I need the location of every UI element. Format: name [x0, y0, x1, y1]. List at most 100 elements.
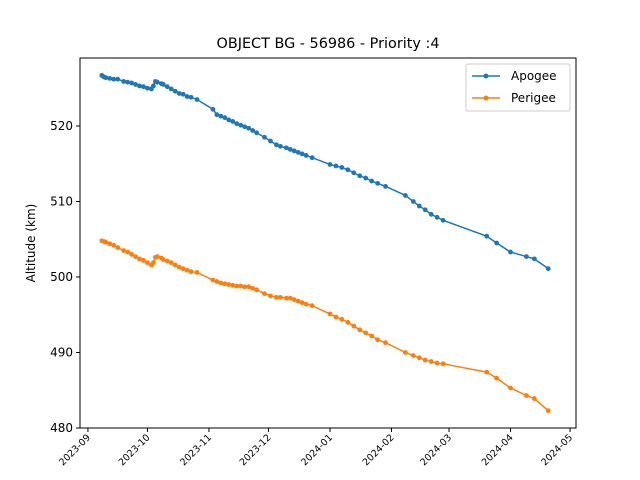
data-point — [434, 214, 440, 220]
data-point — [172, 262, 178, 268]
data-point — [494, 240, 500, 246]
data-point — [428, 359, 434, 364]
data-point — [129, 251, 134, 257]
chart-title: OBJECT BG - 56986 - Priority :4 — [217, 36, 440, 52]
data-point — [168, 260, 174, 266]
y-tick-label: 480 — [50, 421, 73, 435]
y-tick-label: 490 — [50, 345, 73, 359]
data-point — [218, 280, 224, 286]
legend-marker-apogee — [483, 73, 489, 79]
data-point — [184, 94, 190, 99]
data-point — [242, 124, 248, 130]
data-point — [180, 91, 186, 97]
data-point — [125, 79, 131, 85]
data-point — [277, 143, 283, 149]
data-point — [103, 239, 109, 245]
data-point — [333, 314, 339, 320]
data-point — [111, 242, 117, 248]
data-point — [357, 173, 363, 179]
data-point — [375, 180, 380, 186]
data-point — [363, 330, 369, 336]
data-point — [137, 256, 142, 262]
data-point — [133, 254, 138, 259]
data-point — [222, 281, 228, 287]
data-point — [180, 266, 186, 272]
data-point — [531, 256, 537, 262]
data-point — [222, 115, 228, 121]
data-point — [145, 260, 150, 266]
data-point — [230, 119, 236, 124]
data-point — [168, 86, 174, 92]
data-point — [234, 121, 240, 127]
data-point — [508, 385, 513, 391]
data-point — [274, 142, 279, 148]
plot-series — [99, 72, 551, 414]
data-point — [309, 155, 315, 161]
legend-label-perigee: Perigee — [511, 91, 556, 105]
data-point — [295, 298, 301, 304]
data-point — [137, 83, 142, 89]
data-point — [246, 125, 252, 131]
data-point — [250, 285, 256, 291]
data-point — [194, 270, 200, 275]
data-point — [440, 361, 446, 367]
data-point — [250, 128, 256, 133]
series-perigee — [99, 238, 551, 414]
data-point — [268, 293, 273, 299]
data-point — [484, 233, 490, 239]
data-point — [283, 295, 289, 301]
data-point — [295, 149, 301, 155]
data-point — [262, 134, 267, 140]
data-point — [176, 264, 182, 270]
data-point — [141, 84, 146, 90]
data-point — [268, 138, 273, 144]
data-point — [402, 193, 408, 198]
data-point — [333, 163, 339, 169]
data-point — [164, 84, 170, 90]
data-point — [339, 165, 345, 170]
data-point — [440, 217, 446, 223]
data-point — [416, 203, 422, 209]
data-point — [145, 85, 150, 91]
data-point — [238, 283, 244, 289]
y-axis-label: Altitude (km) — [24, 204, 38, 283]
data-point — [531, 396, 537, 401]
data-point — [115, 76, 121, 82]
data-point — [524, 254, 529, 259]
data-point — [133, 82, 138, 87]
data-point — [422, 357, 428, 363]
y-tick-label: 500 — [50, 270, 73, 284]
data-point — [351, 170, 357, 176]
data-point — [121, 248, 127, 253]
data-point — [160, 82, 166, 87]
data-point — [299, 151, 305, 157]
data-point — [154, 79, 160, 85]
legend-label-apogee: Apogee — [511, 69, 557, 83]
data-point — [327, 162, 333, 167]
data-point — [402, 350, 408, 355]
y-tick-label: 520 — [50, 119, 73, 133]
data-point — [434, 360, 440, 366]
y-axis: 480 490 500 510 520 — [50, 119, 80, 435]
data-point — [339, 316, 345, 322]
data-point — [141, 257, 146, 263]
data-point — [254, 287, 259, 293]
data-point — [107, 241, 113, 247]
data-point — [508, 249, 513, 255]
data-point — [363, 175, 369, 181]
data-point — [234, 283, 240, 289]
data-point — [214, 279, 220, 284]
data-point — [287, 146, 293, 152]
data-point — [351, 323, 357, 329]
data-point — [238, 122, 244, 128]
data-point — [283, 145, 289, 151]
data-point — [194, 97, 200, 102]
data-point — [327, 311, 333, 317]
data-point — [188, 94, 194, 100]
data-point — [115, 245, 121, 250]
data-point — [176, 91, 182, 96]
data-point — [230, 282, 236, 288]
legend: Apogee Perigee — [465, 63, 571, 112]
data-point — [107, 75, 113, 81]
data-point — [383, 183, 388, 189]
